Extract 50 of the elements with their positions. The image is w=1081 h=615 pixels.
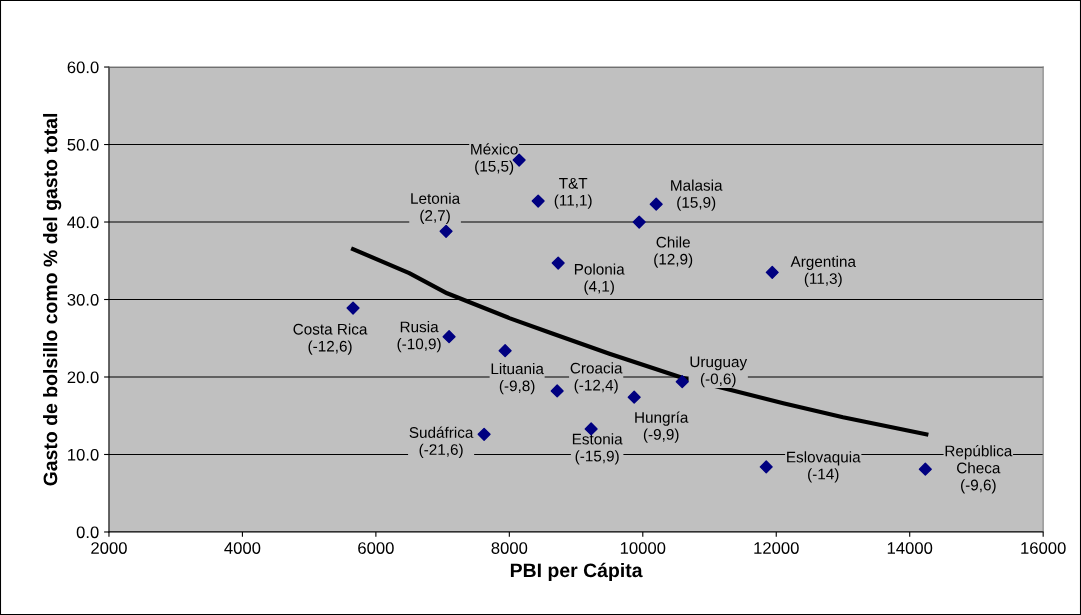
annotation: Argentina (11,3) bbox=[790, 255, 856, 287]
annotation: Costa Rica (-12,6) bbox=[293, 323, 368, 355]
point bbox=[675, 375, 689, 389]
x-tick-label: 6000 bbox=[358, 542, 394, 554]
point bbox=[477, 427, 491, 441]
y-tick-label: 10.0 bbox=[68, 448, 99, 461]
annotation: Eslovaquia (-14) bbox=[787, 451, 861, 483]
annotation: Malasia (15,9) bbox=[671, 179, 723, 211]
y-tick-label: 60.0 bbox=[67, 61, 99, 74]
annotation: T&T (11,1) bbox=[554, 177, 592, 209]
annotation: Uruguay (-0,6) bbox=[690, 356, 748, 388]
annotation: Rusia (-10,9) bbox=[397, 321, 441, 353]
point bbox=[531, 194, 545, 208]
annotation: Chile (12,9) bbox=[654, 236, 693, 268]
y-tick-label: 30.0 bbox=[67, 293, 99, 306]
point bbox=[632, 215, 646, 229]
point bbox=[765, 265, 779, 279]
point bbox=[918, 462, 932, 476]
annotation: Hungría (-9,9) bbox=[635, 411, 689, 443]
x-tick-label: 16000 bbox=[1021, 542, 1066, 554]
x-tick-label: 12000 bbox=[754, 542, 799, 554]
annotation: Letonia (2,7) bbox=[411, 192, 461, 224]
annotation: Lituania (-9,8) bbox=[491, 363, 544, 395]
y-tick-label: 0.0 bbox=[76, 526, 99, 539]
y-tick-label: 40.0 bbox=[67, 216, 99, 229]
x-tick-label: 10000 bbox=[620, 542, 666, 554]
x-tick-label: 2000 bbox=[91, 542, 127, 554]
point bbox=[439, 224, 453, 238]
x-axis-title: PBI per Cápita bbox=[510, 562, 643, 582]
annotation: República Checa (-9,6) bbox=[945, 444, 1013, 494]
point bbox=[759, 460, 773, 474]
y-axis-title: Gasto de bolsillo como % del gasto total bbox=[43, 113, 62, 486]
point bbox=[442, 330, 456, 344]
point bbox=[512, 153, 526, 167]
x-tick-label: 4000 bbox=[224, 542, 261, 554]
annotation: Sudáfrica (-21,6) bbox=[409, 426, 474, 458]
point bbox=[498, 344, 512, 358]
annotation: Polonia (4,1) bbox=[574, 263, 625, 295]
annotation: Estonia (-15,9) bbox=[572, 433, 623, 465]
y-tick-label: 20.0 bbox=[67, 371, 99, 384]
y-tick-label: 50.0 bbox=[67, 138, 99, 151]
x-tick-label: 14000 bbox=[887, 542, 933, 554]
annotation: Croacia (-12,4) bbox=[570, 362, 623, 394]
point bbox=[346, 301, 360, 315]
point bbox=[649, 197, 663, 211]
point bbox=[627, 390, 641, 404]
point bbox=[550, 384, 564, 398]
point bbox=[551, 256, 565, 270]
annotation: México (15,5) bbox=[471, 143, 518, 175]
x-tick-label: 8000 bbox=[491, 542, 528, 554]
